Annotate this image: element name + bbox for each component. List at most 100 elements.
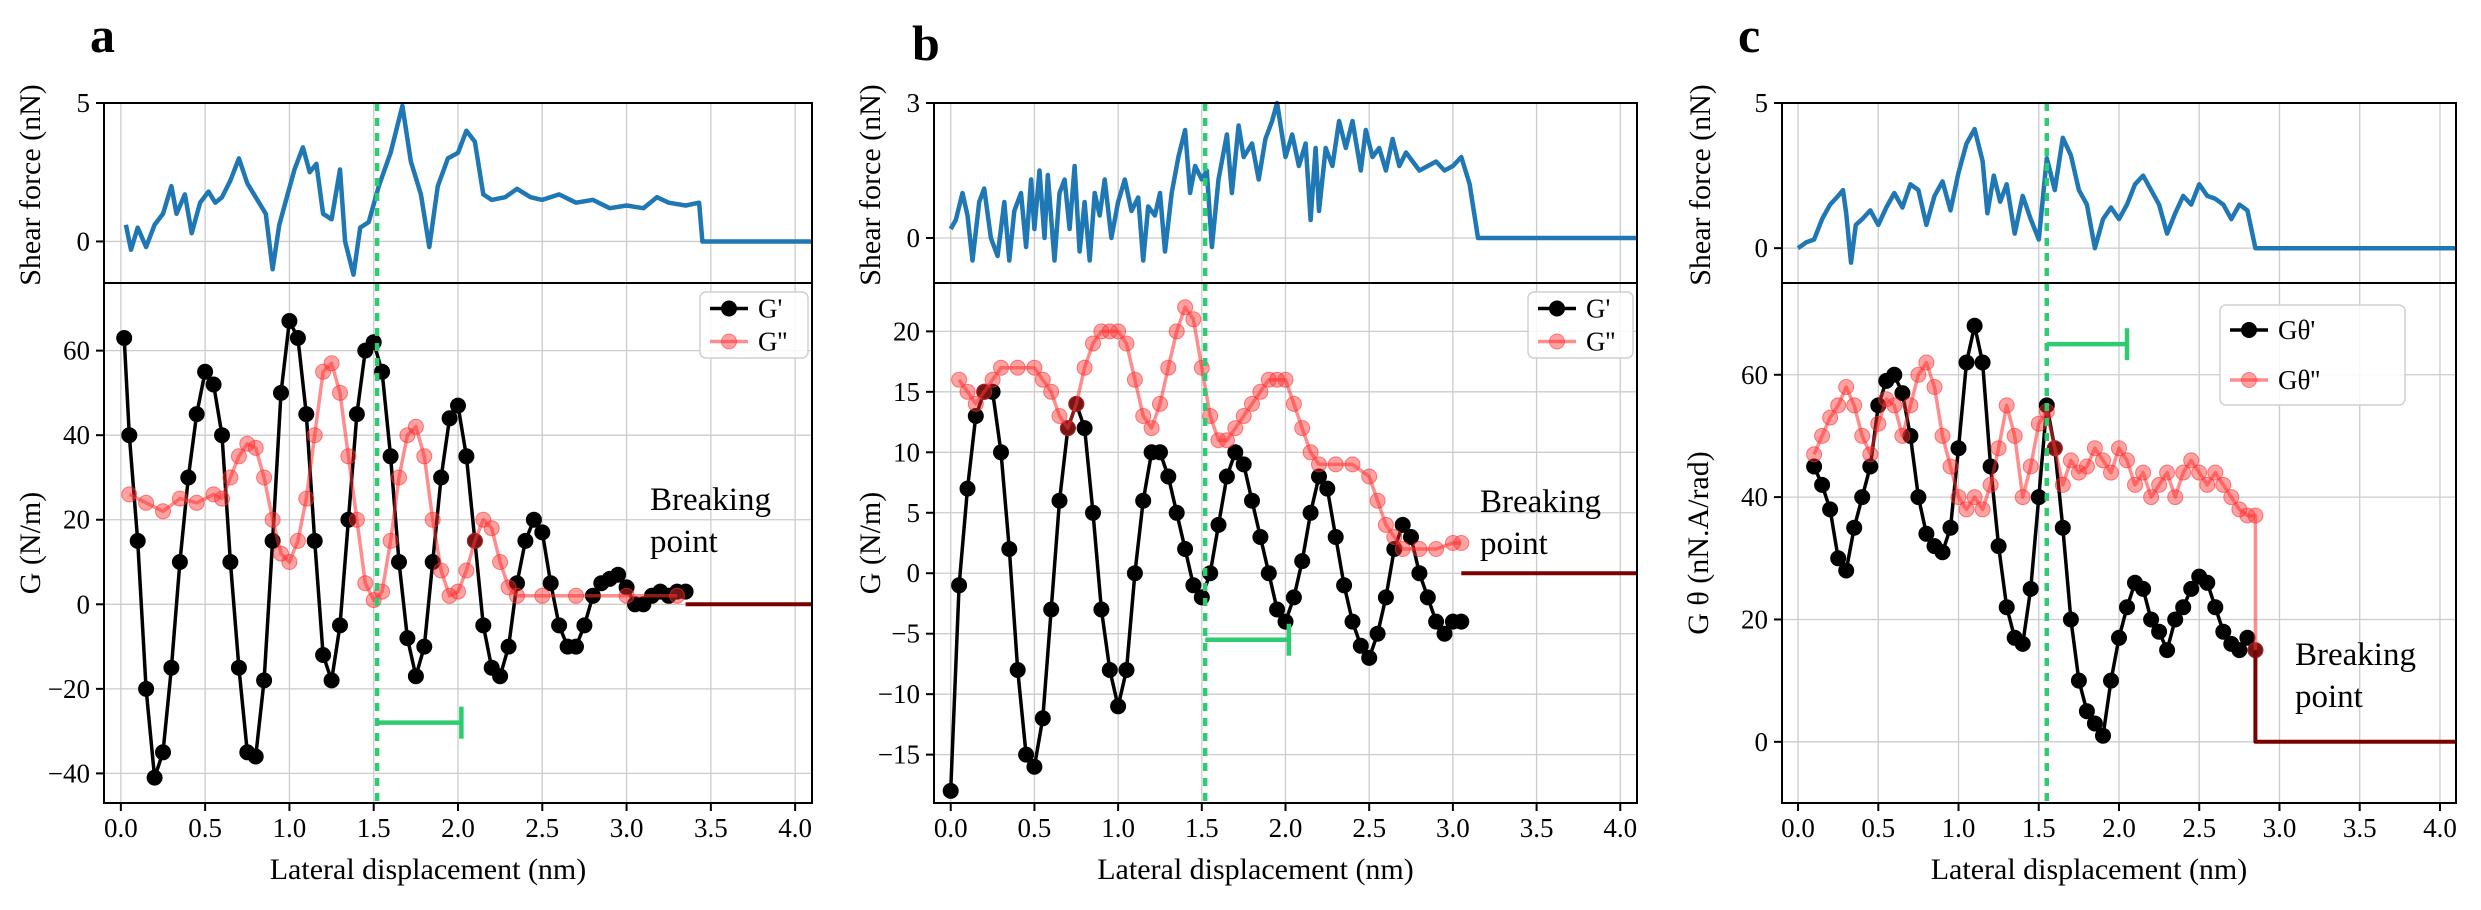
g-prime-point: [433, 469, 450, 486]
g-prime-point: [509, 575, 525, 592]
g-prime-point: [1009, 662, 1026, 678]
g-double-prime-point: [1059, 420, 1076, 437]
g-double-prime-point: [1369, 492, 1386, 509]
g-prime-point: [1942, 519, 1959, 536]
g-prime-point: [289, 330, 306, 346]
g-prime-point: [2135, 580, 2152, 597]
g-double-prime-point: [967, 395, 984, 412]
g-double-prime-point: [1235, 408, 1252, 424]
top-y-axis-label: Shear force (nN): [854, 84, 887, 286]
g-double-prime-point: [230, 448, 247, 465]
g-prime-point: [197, 363, 214, 380]
g-double-prime-point: [1009, 359, 1026, 376]
g-double-prime-point: [475, 511, 492, 528]
g-double-prime-point: [2046, 440, 2063, 457]
g-double-prime-point: [1814, 427, 1831, 444]
g-double-prime-point: [1126, 371, 1143, 388]
g-prime-point: [1118, 662, 1135, 678]
g-double-prime-point: [1394, 541, 1411, 557]
g-double-prime-point: [951, 371, 968, 388]
grid: [934, 102, 1637, 803]
bottom-y-tick-label: −40: [48, 758, 90, 788]
g-prime-point: [1168, 504, 1185, 521]
g-double-prime-point: [256, 469, 273, 486]
bottom-y-tick-label: −5: [891, 619, 920, 649]
g-double-prime-point: [2151, 476, 2168, 493]
top-y-axis-label: Shear force (nN): [14, 84, 47, 286]
panel-label: b: [912, 15, 940, 71]
g-prime-point: [1806, 458, 1823, 475]
g-double-prime-point: [1026, 359, 1043, 376]
g-double-prime-point: [2199, 476, 2216, 493]
g-prime-point: [180, 469, 197, 486]
g-double-prime-point: [323, 355, 340, 372]
g-double-prime-point: [1982, 476, 1999, 493]
g-prime-point: [1302, 504, 1319, 521]
breaking-point-annotation: point: [650, 524, 718, 560]
g-prime-point: [2143, 611, 2160, 628]
g-double-prime-point: [222, 469, 239, 486]
interval-marker: [377, 706, 464, 739]
x-tick-label: 0.5: [188, 813, 222, 843]
g-double-prime-point: [1118, 335, 1135, 352]
g-double-prime-point: [1101, 323, 1118, 340]
g-prime-point: [138, 680, 155, 697]
g-prime-point: [2095, 727, 2111, 744]
g-double-prime-point: [2111, 440, 2127, 457]
g-prime-point: [1152, 444, 1168, 461]
g-prime-point: [155, 744, 171, 761]
g-double-prime-point: [1974, 501, 1991, 518]
g-prime-point: [993, 444, 1009, 461]
g-double-prime-point: [2119, 452, 2135, 469]
g-prime-point: [1135, 492, 1152, 509]
g-double-prime-point: [332, 384, 348, 401]
bottom-y-tick-label: 40: [63, 420, 90, 450]
g-double-prime-point: [2175, 464, 2192, 481]
g-double-prime-point: [348, 511, 365, 528]
g-prime-point: [2070, 672, 2087, 689]
g-prime-point: [129, 532, 146, 549]
g-double-prime-point: [2022, 458, 2039, 475]
g-prime-point: [214, 427, 230, 444]
g-prime-point: [1110, 698, 1127, 715]
g-double-prime-point: [1862, 446, 1879, 463]
broken-state-line: [2253, 650, 2456, 744]
top-y-tick-label: 0: [907, 223, 921, 253]
breaking-point-annotation: Breaking: [1480, 484, 1601, 520]
x-tick-label: 1.5: [2022, 813, 2056, 843]
top-y-tick-label: 0: [77, 226, 91, 256]
g-prime-point: [332, 617, 348, 634]
x-tick-label: 2.0: [1269, 813, 1303, 843]
g-prime-point: [1051, 492, 1068, 509]
g-double-prime-point: [1244, 395, 1260, 412]
g-double-prime-point: [239, 435, 256, 452]
g-prime-point: [256, 672, 273, 689]
g-prime-point: [568, 638, 584, 655]
g-prime-point: [1218, 468, 1235, 485]
g-double-prime-point: [1218, 432, 1235, 449]
g-prime-point: [2062, 611, 2079, 628]
x-axis-label: Lateral displacement (nm): [270, 853, 587, 886]
g-double-prime-point: [1411, 541, 1428, 557]
panel-a: a 0.0 0.5 1.0 1.5 2.0 2.5 3.0 3.5 4.0 5 0 60 40 20 0 −20…: [14, 7, 813, 886]
g-prime-point: [942, 782, 959, 799]
g-double-prime-line: [128, 361, 678, 602]
g-prime-point: [1998, 599, 2015, 616]
breaking-point-annotation: Breaking: [2295, 637, 2416, 673]
shear-force-line: [1796, 126, 2456, 265]
g-prime-point: [1244, 492, 1260, 509]
g-double-prime-point: [2135, 464, 2152, 481]
g-prime-point: [1344, 613, 1361, 630]
g-prime-point: [2103, 672, 2119, 689]
panel-label: c: [1738, 7, 1760, 63]
x-tick-label: 3.5: [2343, 813, 2377, 843]
g-double-prime-point: [1966, 489, 1983, 506]
g-double-prime-point: [2062, 452, 2079, 469]
g-double-prime-point: [205, 486, 222, 503]
g-double-prime-point: [214, 490, 230, 507]
panel-label: a: [90, 7, 115, 63]
g-double-prime-point: [2014, 489, 2031, 506]
g-double-prime-point: [424, 511, 441, 528]
g-double-prime-point: [2191, 464, 2208, 481]
